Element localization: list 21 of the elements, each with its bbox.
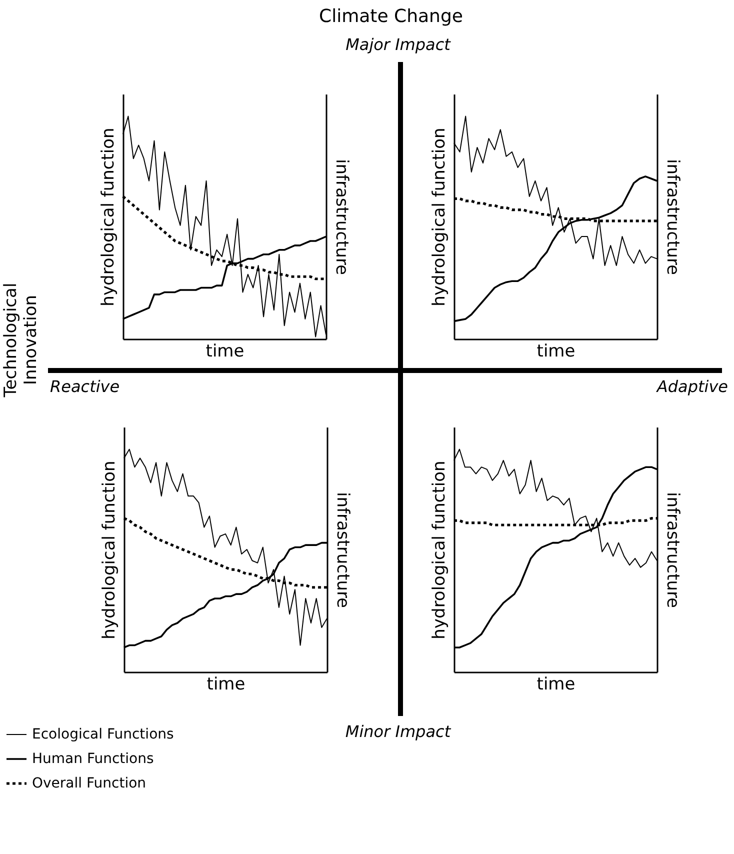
y-axis-title: hydrological function [430,460,450,640]
x-axis-title: time [206,342,244,362]
legend-label: Overall Function [32,776,146,792]
y2-axis-title: infrastructure [332,492,352,608]
y-axis-title: hydrological function [430,128,450,306]
text: Adaptive [656,377,728,396]
y2-axis-title: infrastructure [332,158,352,276]
text: Technological Innovation [1,282,41,400]
y-axis-title: hydrological function [98,128,118,306]
legend-label: Human Functions [32,751,154,767]
text: Minor Impact [345,722,451,741]
y2-axis-title: infrastructure [662,158,682,276]
legend-label: Ecological Functions [32,726,174,742]
text: Climate Change [319,6,463,27]
text: Major Impact [346,35,450,54]
x-axis-title: time [536,674,576,694]
x-axis-title: time [536,342,576,362]
y-axis-title: hydrological function [100,460,120,640]
y2-axis-title: infrastructure [662,492,682,608]
text: Reactive [50,377,120,396]
x-axis-title: time [206,674,246,694]
